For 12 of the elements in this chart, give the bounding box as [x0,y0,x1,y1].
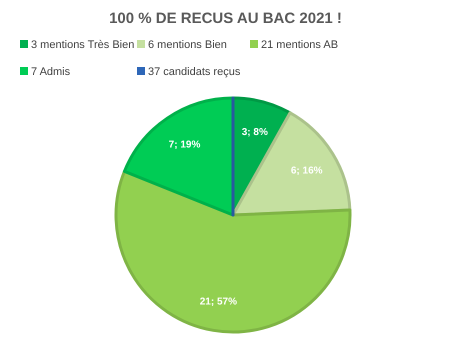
data-label: 21; 57% [200,296,238,308]
pie-slice [232,111,352,216]
data-label: 6; 16% [290,166,323,177]
legend-label: 37 candidats reçus [148,66,241,78]
legend-label: 7 Admis [31,66,71,78]
legend-label: 21 mentions AB [261,39,338,51]
legend-label: 3 mentions Très Bien [31,39,134,51]
chart-title: 100 % DE RECUS AU BAC 2021 ! [109,10,342,27]
data-label: 7; 19% [168,139,200,150]
pie-slice [122,96,234,216]
data-label: 3; 8% [242,127,268,138]
legend-label: 6 mentions Bien [148,39,227,51]
